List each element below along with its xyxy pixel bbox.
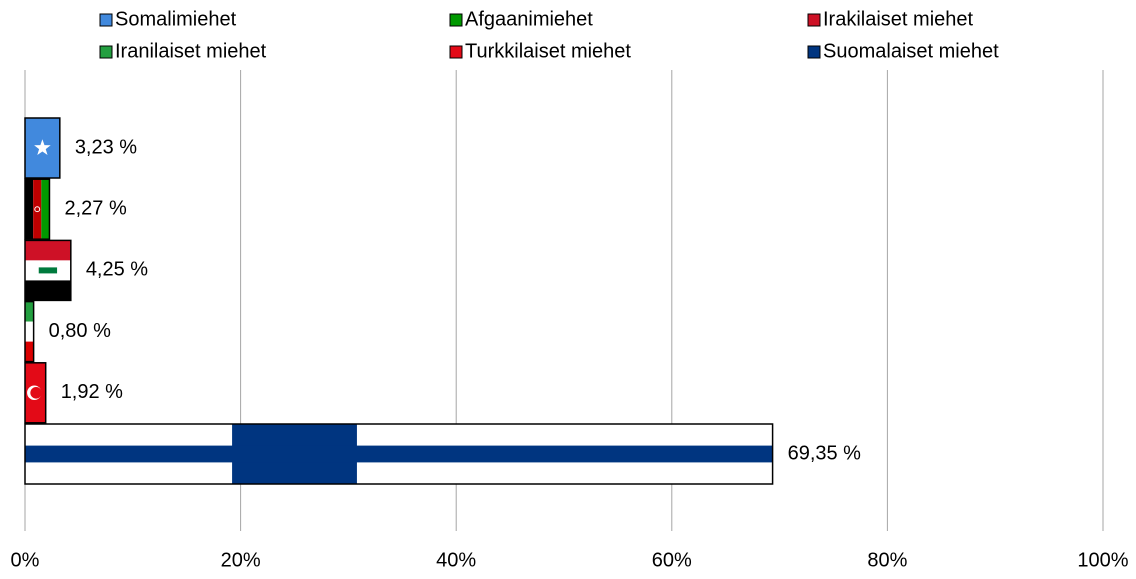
flag-crescent bbox=[30, 387, 42, 399]
flag-cross bbox=[25, 445, 773, 463]
legend-label: Irakilaiset miehet bbox=[823, 8, 974, 30]
legend-label: Afgaanimiehet bbox=[465, 8, 593, 30]
flag bbox=[25, 301, 34, 362]
bar bbox=[24, 239, 72, 302]
legend-label: Somalimiehet bbox=[115, 8, 237, 30]
flag bbox=[25, 362, 46, 423]
bar bbox=[24, 423, 774, 485]
flag bbox=[25, 118, 60, 178]
x-tick-label: 40% bbox=[436, 549, 476, 571]
x-tick-label: 0% bbox=[11, 549, 40, 571]
value-label: 3,23 % bbox=[75, 136, 137, 158]
x-tick-label: 60% bbox=[652, 549, 692, 571]
legend-swatch bbox=[99, 45, 113, 59]
bar bbox=[24, 178, 51, 240]
flag-star bbox=[34, 139, 51, 156]
x-tick-label: 80% bbox=[867, 549, 907, 571]
legend-swatch bbox=[807, 13, 821, 27]
flag bbox=[25, 240, 71, 301]
bar bbox=[24, 300, 35, 363]
legend-swatch bbox=[807, 45, 821, 59]
legend-swatch bbox=[449, 45, 463, 59]
legend-swatch bbox=[99, 13, 113, 27]
x-tick-label: 20% bbox=[221, 549, 261, 571]
legend-label: Iranilaiset miehet bbox=[115, 40, 267, 62]
value-label: 0,80 % bbox=[49, 320, 111, 342]
flag-stripe bbox=[41, 179, 50, 240]
legend-label: Suomalaiset miehet bbox=[823, 40, 999, 62]
flag-stripe bbox=[25, 179, 34, 240]
flag-stripe bbox=[25, 341, 34, 362]
legend-label: Turkkilaiset miehet bbox=[465, 40, 631, 62]
flag bbox=[25, 424, 773, 484]
flag-stripe bbox=[25, 321, 34, 342]
flag-emblem bbox=[34, 206, 41, 213]
value-label: 1,92 % bbox=[61, 381, 123, 403]
flag-stripe bbox=[25, 280, 71, 301]
bar bbox=[24, 362, 47, 424]
value-label: 2,27 % bbox=[64, 197, 126, 219]
value-label: 69,35 % bbox=[788, 442, 862, 464]
flag-stripe bbox=[25, 240, 71, 261]
bar bbox=[24, 117, 61, 179]
flag-stripe bbox=[25, 301, 34, 322]
legend-swatch bbox=[449, 13, 463, 27]
value-label: 4,25 % bbox=[86, 259, 148, 281]
x-tick-label: 100% bbox=[1077, 549, 1128, 571]
flag-stripe bbox=[33, 179, 42, 240]
flag-emblem bbox=[38, 267, 58, 274]
flag bbox=[25, 179, 50, 240]
